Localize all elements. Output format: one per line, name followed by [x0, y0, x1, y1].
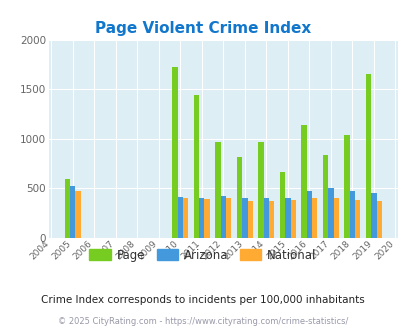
Bar [258, 142, 263, 238]
Bar [311, 199, 317, 238]
Bar [198, 198, 204, 238]
Text: Page Violent Crime Index: Page Violent Crime Index [95, 21, 310, 36]
Bar [241, 198, 247, 238]
Bar [236, 157, 241, 238]
Bar [177, 196, 183, 238]
Bar [354, 200, 360, 238]
Bar [376, 201, 381, 238]
Bar [64, 179, 70, 238]
Bar [290, 200, 295, 238]
Bar [301, 125, 306, 238]
Bar [75, 190, 81, 238]
Bar [226, 199, 231, 238]
Bar [204, 199, 209, 238]
Bar [327, 188, 333, 238]
Bar [333, 199, 338, 238]
Bar [349, 190, 354, 238]
Bar [322, 155, 327, 238]
Bar [220, 195, 226, 238]
Text: Crime Index corresponds to incidents per 100,000 inhabitants: Crime Index corresponds to incidents per… [41, 295, 364, 305]
Bar [172, 67, 177, 238]
Bar [279, 172, 284, 238]
Bar [343, 135, 349, 238]
Bar [284, 197, 290, 238]
Bar [365, 74, 370, 238]
Bar [70, 186, 75, 238]
Bar [306, 191, 311, 238]
Bar [247, 201, 252, 238]
Text: © 2025 CityRating.com - https://www.cityrating.com/crime-statistics/: © 2025 CityRating.com - https://www.city… [58, 317, 347, 326]
Legend: Page, Arizona, National: Page, Arizona, National [84, 244, 321, 266]
Bar [370, 193, 376, 238]
Bar [193, 95, 198, 238]
Bar [215, 142, 220, 238]
Bar [183, 198, 188, 238]
Bar [263, 197, 269, 238]
Bar [269, 201, 274, 238]
